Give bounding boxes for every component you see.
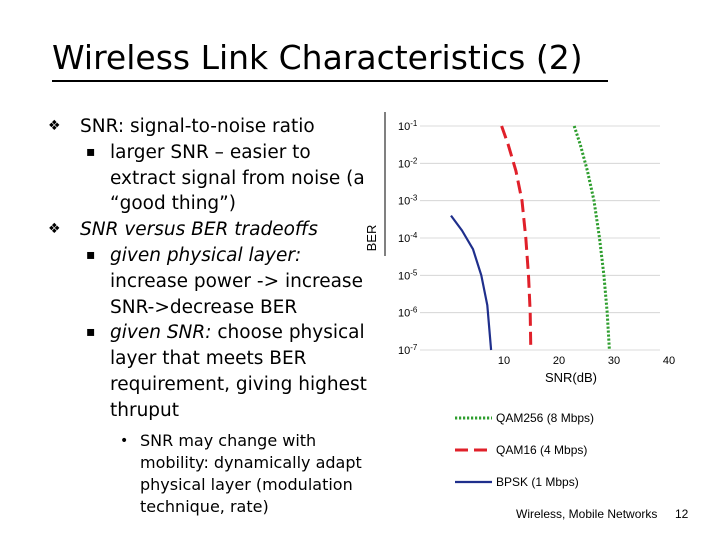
bullet-snr: ❖ SNR: signal-to-noise ratio (48, 114, 380, 140)
slide-title: Wireless Link Characteristics (2) (52, 38, 583, 77)
sub-bullet-given-layer: ▪ given physical layer: increase power -… (48, 243, 380, 320)
bullet-text: SNR: signal-to-noise ratio (80, 116, 315, 137)
sub-sub-bullet-glyph: • (120, 432, 129, 449)
series-line (450, 214, 493, 351)
series-line (572, 125, 611, 351)
y-tick-label: 10-6 (398, 306, 418, 320)
x-tick-label: 20 (553, 355, 565, 367)
legend-label: QAM16 (4 Mbps) (496, 443, 587, 457)
y-axis-label: BER (364, 225, 379, 252)
footer-label: Wireless, Mobile Networks (516, 507, 658, 521)
bullet-glyph: ❖ (48, 118, 61, 134)
y-tick-label: 10-5 (398, 268, 418, 282)
bullet-tradeoffs: ❖ SNR versus BER tradeoffs (48, 217, 380, 243)
sub-sub-bullet-mobility: • SNR may change with mobility: dynamica… (48, 430, 380, 518)
sub-sub-bullet-text: SNR may change with mobility: dynamicall… (140, 430, 362, 516)
sub-bullet-text: choose physical layer that meets BER req… (110, 322, 367, 421)
y-tick-label: 10-7 (398, 343, 418, 357)
sub-bullet-text: larger SNR – easier to extract signal fr… (110, 141, 365, 215)
sub-bullet-glyph: ▪ (86, 324, 96, 341)
legend-label: BPSK (1 Mbps) (496, 475, 579, 489)
bullet-list: ❖ SNR: signal-to-noise ratio ▪ larger SN… (48, 114, 380, 518)
sub-bullet-given-snr: ▪ given SNR: choose physical layer that … (48, 320, 380, 423)
bullet-text: SNR versus BER tradeoffs (80, 219, 318, 241)
sub-bullet-text: increase power -> increase SNR->decrease… (110, 270, 363, 318)
bullet-glyph: ❖ (48, 221, 61, 238)
x-axis-label: SNR(dB) (545, 370, 597, 385)
legend-label: QAM256 (8 Mbps) (496, 411, 594, 425)
sub-bullet-lead: given SNR: (110, 322, 212, 344)
sub-bullet-glyph: ▪ (86, 143, 96, 160)
sub-bullet-larger-snr: ▪ larger SNR – easier to extract signal … (48, 140, 380, 217)
y-tick-label: 10-2 (398, 156, 418, 170)
sub-bullet-lead: given physical layer: (110, 244, 302, 266)
y-tick-label: 10-3 (398, 194, 418, 208)
page-number: 12 (675, 507, 689, 521)
y-tick-label: 10-4 (398, 231, 418, 245)
x-tick-label: 40 (663, 355, 675, 367)
series-line (500, 125, 533, 351)
y-tick-label: 10-1 (398, 119, 418, 133)
x-tick-label: 10 (498, 355, 510, 367)
title-underline (52, 80, 608, 82)
sub-bullet-glyph: ▪ (86, 246, 96, 263)
x-tick-label: 30 (608, 355, 620, 367)
